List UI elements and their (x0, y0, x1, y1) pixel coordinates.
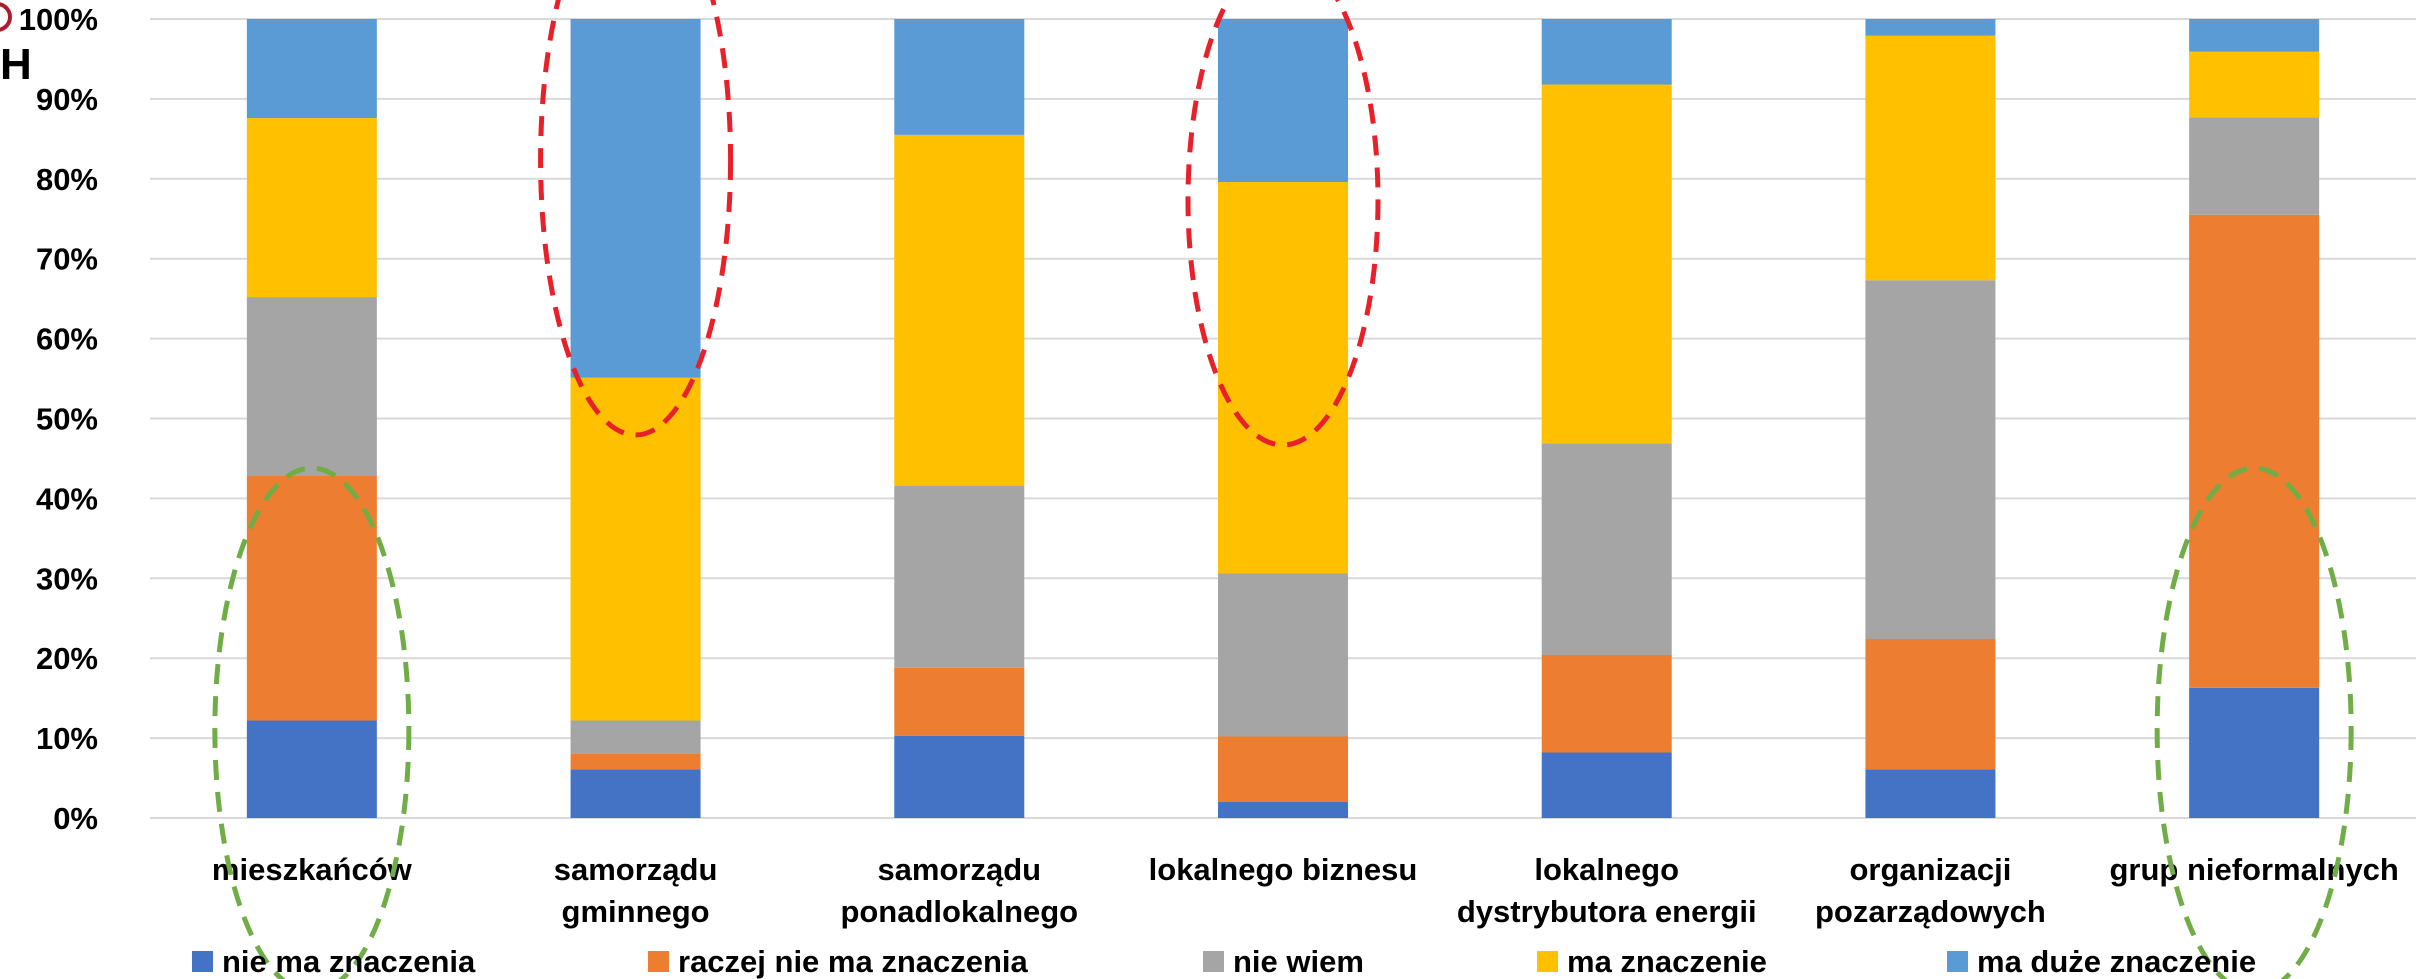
category-label-line: samorządu (554, 852, 718, 887)
bar-segment (2189, 687, 2320, 818)
y-tick-label: 100% (19, 2, 98, 37)
bar-segment (1541, 655, 1672, 753)
bar-segment (246, 476, 377, 721)
category-label-line: dystrybutora energii (1457, 894, 1757, 929)
category-label-line: gminnego (562, 894, 710, 929)
bar-segment (1865, 280, 1996, 640)
bar-segment (894, 667, 1025, 736)
bar-segment (894, 134, 1025, 486)
y-tick-label: 0% (53, 801, 98, 836)
category-label: mieszkańców (212, 852, 413, 887)
category-labels: mieszkańców samorządu gminnego samorządu pon… (212, 852, 2399, 929)
legend-swatch (648, 951, 669, 972)
y-tick-label: 20% (36, 641, 98, 676)
bar-segment (2189, 214, 2320, 688)
y-tick-label: 90% (36, 82, 98, 117)
bar-segment (1865, 769, 1996, 818)
bar-segment (246, 297, 377, 477)
category-label-line: samorządu (877, 852, 1041, 887)
y-tick-label: 70% (36, 242, 98, 277)
legend-swatch (1203, 951, 1224, 972)
bar-segment (894, 485, 1025, 668)
bar-segment (1218, 573, 1348, 737)
legend-label: ma duże znaczenie (1977, 944, 2256, 979)
legend-swatch (1947, 951, 1968, 972)
legend-swatch (192, 951, 213, 972)
y-tick-label: 50% (36, 402, 98, 437)
bar-segment (570, 769, 701, 818)
bar-segment (570, 753, 701, 770)
category-label-line: grup nieformalnych (2109, 852, 2398, 887)
y-tick-label: 10% (36, 721, 98, 756)
category-label: organizacji pozarządowych (1815, 852, 2046, 929)
category-label: lokalnego biznesu (1149, 852, 1418, 887)
annotations (212, 0, 2354, 979)
y-tick-label: 80% (36, 162, 98, 197)
dashed-ellipse-annotation (538, 0, 734, 438)
category-label-line: pozarządowych (1815, 894, 2046, 929)
legend-label: ma znaczenie (1567, 944, 1767, 979)
bar-segment (1218, 736, 1348, 803)
category-label-line: lokalnego (1534, 852, 1679, 887)
dashed-ellipse-annotation (2154, 465, 2354, 979)
legend: nie ma znaczenia raczej nie ma znaczenia n… (192, 944, 2256, 979)
bar-segment (1541, 84, 1672, 444)
dashed-ellipse-annotation (212, 465, 412, 979)
logo-letter: H (0, 40, 32, 89)
bar-segment (2189, 51, 2320, 118)
bar-segment (246, 19, 377, 119)
category-label: samorządu ponadlokalnego (840, 852, 1078, 929)
bar-segment (2189, 19, 2320, 52)
legend-label: raczej nie ma znaczenia (678, 944, 1029, 979)
y-tick-label: 30% (36, 561, 98, 596)
bar-segment (246, 720, 377, 818)
bar-segment (246, 118, 377, 298)
bar-segment (1541, 752, 1672, 818)
bar-segment (1865, 19, 1996, 36)
bar-segment (1218, 19, 1348, 182)
legend-label: nie ma znaczenia (222, 944, 476, 979)
legend-swatch (1537, 951, 1558, 972)
bar-segment (570, 377, 701, 721)
bar-segment (570, 19, 701, 378)
category-label: samorządu gminnego (554, 852, 718, 929)
category-label-line: mieszkańców (212, 852, 413, 887)
legend-label: nie wiem (1233, 944, 1364, 979)
y-tick-label: 40% (36, 481, 98, 516)
category-label: lokalnego dystrybutora energii (1457, 852, 1757, 929)
bar-segment (1865, 35, 1996, 281)
category-label-line: organizacji (1849, 852, 2011, 887)
y-tick-label: 60% (36, 322, 98, 357)
y-axis-ticks: 0% 10% 20% 30% 40% 50% 60% 70% 80% 90% 100% (19, 2, 98, 836)
bar-segment (894, 735, 1025, 818)
bar-segment (1865, 639, 1996, 770)
dashed-ellipse-annotation (1185, 0, 1381, 448)
category-label-line: ponadlokalnego (840, 894, 1078, 929)
category-label: grup nieformalnych (2109, 852, 2398, 887)
bar-segment (894, 19, 1025, 135)
bar-segment (570, 720, 701, 754)
category-label-line: lokalnego biznesu (1149, 852, 1418, 887)
bar-segment (1541, 443, 1672, 656)
bar-segment (1218, 802, 1348, 818)
bar-segment (1541, 19, 1672, 85)
bar-segment (2189, 117, 2320, 215)
bar-segment (1218, 181, 1348, 574)
